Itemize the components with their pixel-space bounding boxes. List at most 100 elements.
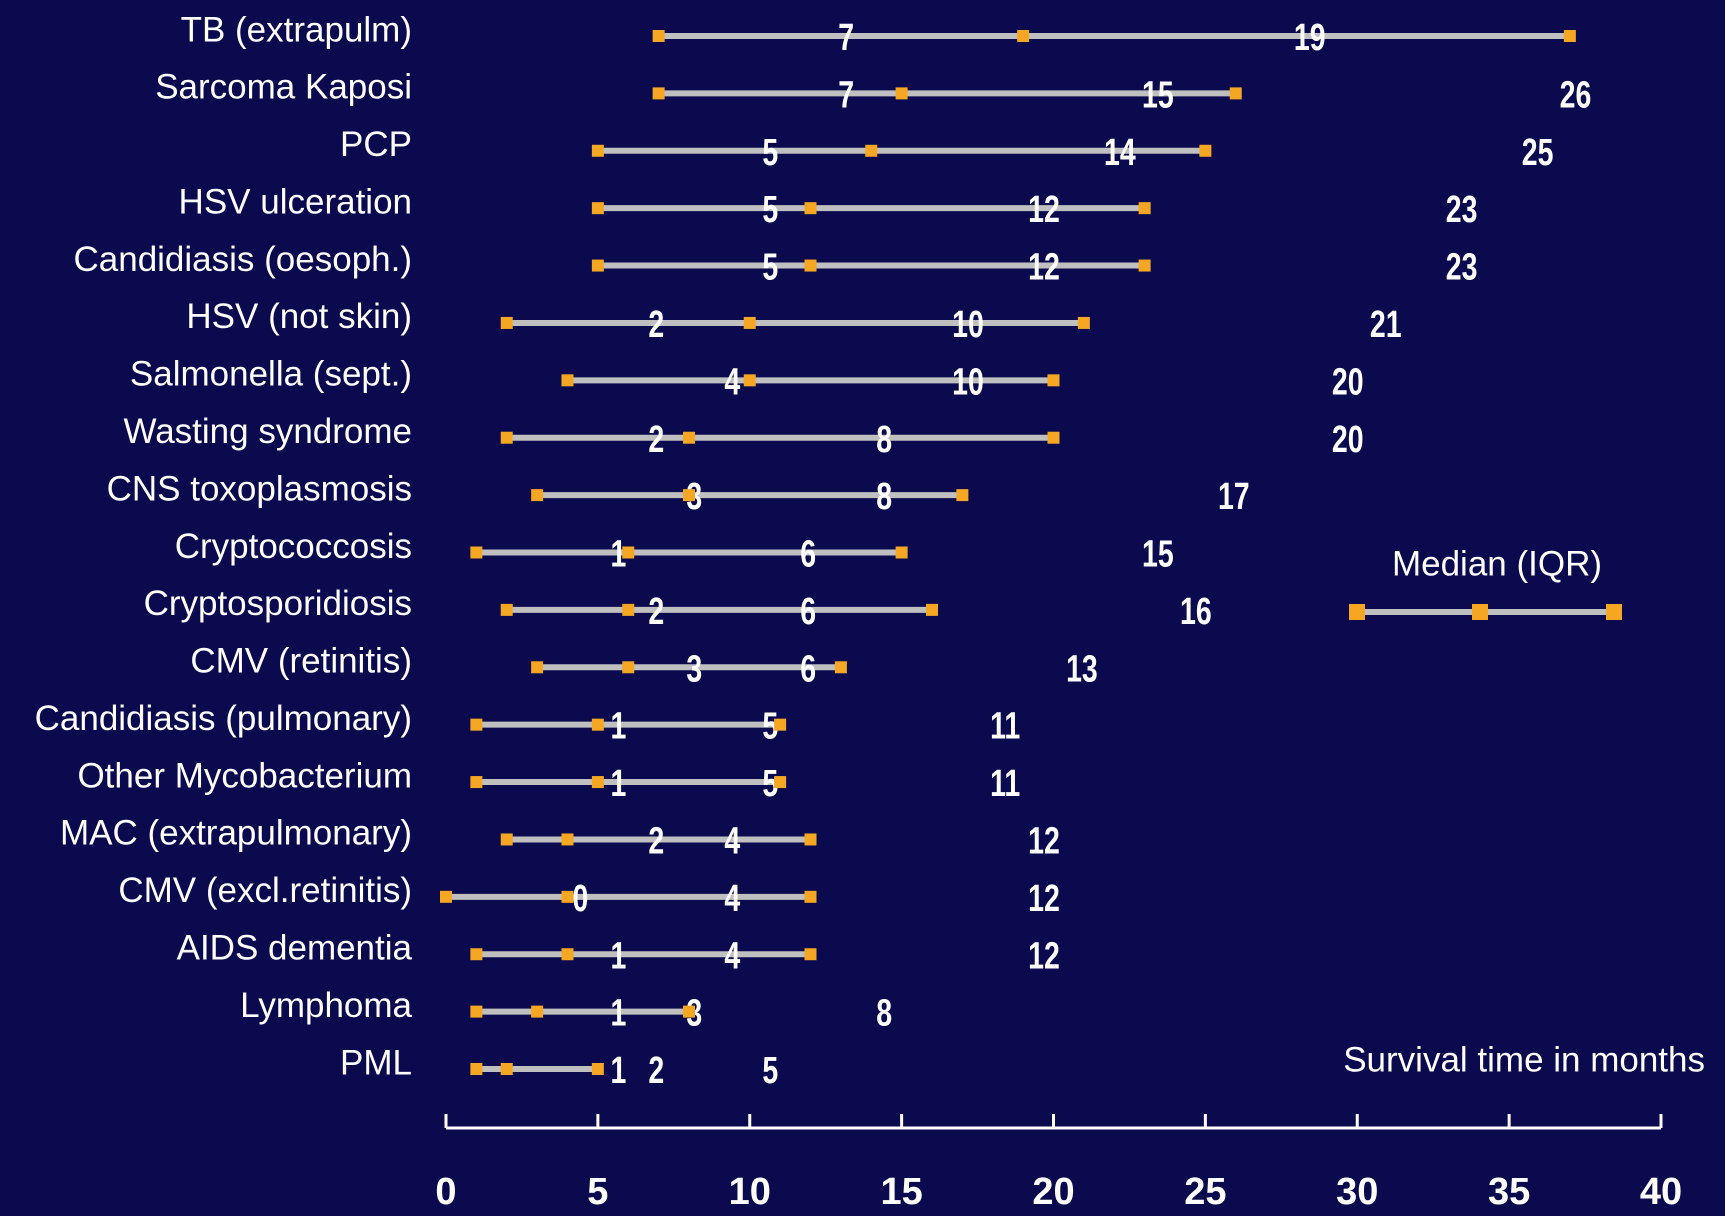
marker xyxy=(561,833,574,846)
value-label: 5 xyxy=(762,132,778,174)
x-tick-label: 30 xyxy=(1336,1171,1378,1213)
value-label: 17 xyxy=(1218,476,1250,518)
marker xyxy=(652,30,665,42)
value-label: 6 xyxy=(800,649,816,691)
value-label: 15 xyxy=(1142,534,1174,576)
marker xyxy=(804,259,817,272)
marker xyxy=(531,661,544,674)
value-label: 26 xyxy=(1560,75,1592,117)
marker xyxy=(774,718,787,731)
value-label: 6 xyxy=(800,534,816,576)
value-label: 8 xyxy=(876,993,892,1035)
value-label: 12 xyxy=(1028,821,1060,863)
marker xyxy=(561,374,574,387)
marker xyxy=(926,603,938,616)
marker xyxy=(622,661,635,674)
category-label: Cryptosporidiosis xyxy=(144,584,412,623)
marker xyxy=(1047,431,1060,444)
x-tick-label: 10 xyxy=(729,1171,771,1213)
value-label: 15 xyxy=(1142,75,1174,117)
marker xyxy=(561,890,574,903)
marker xyxy=(774,776,787,789)
category-label: Sarcoma Kaposi xyxy=(155,68,412,107)
category-label: HSV (not skin) xyxy=(186,297,412,336)
marker xyxy=(743,316,756,329)
value-label: 8 xyxy=(876,476,892,518)
marker xyxy=(804,890,817,903)
value-label: 7 xyxy=(838,17,854,59)
value-label: 5 xyxy=(762,247,778,289)
marker xyxy=(743,374,756,387)
category-label: PML xyxy=(340,1043,412,1082)
value-label: 7 xyxy=(838,75,854,117)
marker xyxy=(500,316,513,329)
marker xyxy=(895,87,908,100)
marker xyxy=(683,1005,695,1018)
marker xyxy=(470,718,483,731)
marker xyxy=(804,833,817,846)
category-label: Salmonella (sept.) xyxy=(130,355,412,394)
value-label: 2 xyxy=(648,1050,664,1092)
value-label: 4 xyxy=(724,935,740,977)
marker xyxy=(1563,30,1576,42)
marker xyxy=(1047,374,1060,387)
value-label: 2 xyxy=(648,591,664,633)
value-label: 5 xyxy=(762,1050,778,1092)
marker xyxy=(804,948,817,961)
marker xyxy=(440,890,452,903)
value-label: 25 xyxy=(1522,132,1554,174)
value-label: 13 xyxy=(1066,649,1098,691)
marker xyxy=(1229,87,1242,100)
marker xyxy=(591,259,604,272)
marker xyxy=(561,948,574,961)
marker xyxy=(1199,144,1212,157)
value-label: 4 xyxy=(724,878,740,920)
x-tick-label: 0 xyxy=(435,1171,456,1213)
legend-marker xyxy=(1349,604,1365,620)
marker xyxy=(500,603,513,616)
category-label: Candidiasis (pulmonary) xyxy=(35,699,412,738)
value-label: 12 xyxy=(1028,189,1060,231)
marker xyxy=(1077,316,1090,329)
value-label: 20 xyxy=(1332,419,1364,461)
value-label: 1 xyxy=(610,935,626,977)
marker xyxy=(500,431,513,444)
value-label: 12 xyxy=(1028,878,1060,920)
marker xyxy=(683,489,695,502)
x-tick-label: 35 xyxy=(1488,1171,1530,1213)
marker xyxy=(591,202,604,215)
value-label: 2 xyxy=(648,419,664,461)
marker xyxy=(591,776,604,789)
value-label: 1 xyxy=(610,534,626,576)
legend-marker xyxy=(1472,604,1488,620)
category-label: HSV ulceration xyxy=(179,182,412,221)
value-label: 1 xyxy=(610,1050,626,1092)
value-label: 11 xyxy=(990,763,1020,805)
category-label: Other Mycobacterium xyxy=(77,756,412,795)
value-label: 1 xyxy=(610,763,626,805)
value-label: 12 xyxy=(1028,247,1060,289)
category-label: PCP xyxy=(340,125,412,164)
value-label: 21 xyxy=(1370,304,1402,346)
value-label: 16 xyxy=(1180,591,1212,633)
marker xyxy=(895,546,908,559)
value-label: 2 xyxy=(648,821,664,863)
marker xyxy=(531,1005,544,1018)
marker xyxy=(956,489,969,502)
value-label: 4 xyxy=(724,821,740,863)
category-label: TB (extrapulm) xyxy=(181,10,412,49)
marker xyxy=(500,1063,513,1075)
marker xyxy=(834,661,847,674)
category-label: CMV (excl.retinitis) xyxy=(118,871,412,910)
value-label: 12 xyxy=(1028,935,1060,977)
value-label: 11 xyxy=(990,706,1020,748)
value-label: 5 xyxy=(762,763,778,805)
x-tick-label: 15 xyxy=(880,1171,922,1213)
marker xyxy=(470,1005,483,1018)
category-label: AIDS dementia xyxy=(177,928,413,967)
value-label: 0 xyxy=(573,878,589,920)
marker xyxy=(652,87,665,100)
value-label: 5 xyxy=(762,706,778,748)
x-tick-label: 40 xyxy=(1640,1171,1682,1213)
